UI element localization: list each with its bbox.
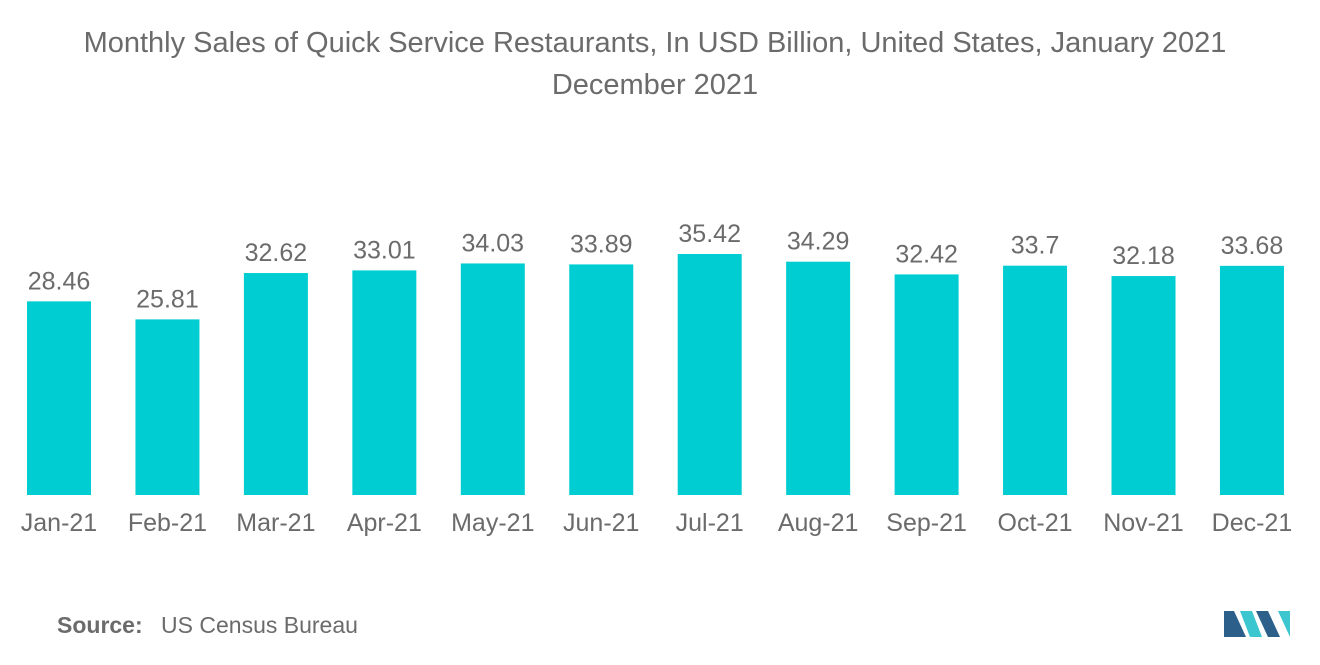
bar-aug-21 (786, 261, 851, 495)
bars-group (27, 254, 1284, 495)
bar-feb-21 (135, 319, 200, 495)
bar-may-21 (460, 263, 525, 495)
chart-title-line-2: December 2021 (551, 69, 759, 101)
value-label-nov-21: 32.18 (1112, 242, 1175, 270)
value-label-dec-21: 33.68 (1221, 232, 1284, 260)
value-label-may-21: 34.03 (462, 229, 525, 257)
value-label-mar-21: 32.62 (245, 239, 308, 267)
bar-dec-21 (1219, 265, 1284, 495)
value-label-apr-21: 33.01 (353, 236, 416, 264)
source-note: Source: US Census Bureau (57, 612, 358, 639)
x-tick-label-aug-21: Aug-21 (778, 509, 859, 537)
value-label-feb-21: 25.81 (136, 285, 199, 313)
value-label-sep-21: 32.42 (895, 240, 958, 268)
value-label-jan-21: 28.46 (28, 267, 91, 295)
x-tick-label-apr-21: Apr-21 (347, 509, 422, 537)
bar-apr-21 (352, 270, 417, 495)
bar-jul-21 (677, 254, 742, 495)
value-label-jul-21: 35.42 (678, 220, 741, 248)
x-tick-label-oct-21: Oct-21 (998, 509, 1073, 537)
x-axis-labels-group: Jan-21 Feb-21 Mar-21 Apr-21 May-21 Jun-21 Jul-… (21, 509, 1292, 537)
x-tick-label-jul-21: Jul-21 (676, 509, 744, 537)
value-label-oct-21: 33.7 (1011, 232, 1060, 260)
value-label-aug-21: 34.29 (787, 228, 850, 256)
bar-sep-21 (894, 274, 959, 495)
source-label: Source: (57, 612, 143, 638)
bar-jun-21 (569, 264, 634, 495)
bar-oct-21 (1003, 265, 1068, 495)
bar-jan-21 (27, 301, 91, 495)
x-tick-label-sep-21: Sep-21 (886, 509, 967, 537)
x-tick-label-feb-21: Feb-21 (128, 509, 207, 537)
x-tick-label-nov-21: Nov-21 (1103, 509, 1184, 537)
x-tick-label-mar-21: Mar-21 (236, 509, 315, 537)
bar-nov-21 (1111, 276, 1176, 495)
value-label-jun-21: 33.89 (570, 230, 633, 258)
chart-title-line-1: Monthly Sales of Quick Service Restauran… (83, 27, 1227, 59)
bar-chart: 28.46 25.81 32.62 33.01 34.03 33.89 35.42 34.29… (21, 220, 1292, 537)
chart-title: Monthly Sales of Quick Service Restauran… (0, 22, 1310, 106)
x-tick-label-dec-21: Dec-21 (1212, 509, 1293, 537)
x-tick-label-jun-21: Jun-21 (563, 509, 639, 537)
x-tick-label-jan-21: Jan-21 (21, 509, 97, 537)
bar-mar-21 (243, 273, 308, 495)
x-tick-label-may-21: May-21 (451, 509, 534, 537)
source-text: US Census Bureau (161, 612, 358, 638)
mordor-intelligence-logo (1224, 611, 1290, 637)
value-labels-group: 28.46 25.81 32.62 33.01 34.03 33.89 35.42 34.29… (28, 220, 1284, 313)
